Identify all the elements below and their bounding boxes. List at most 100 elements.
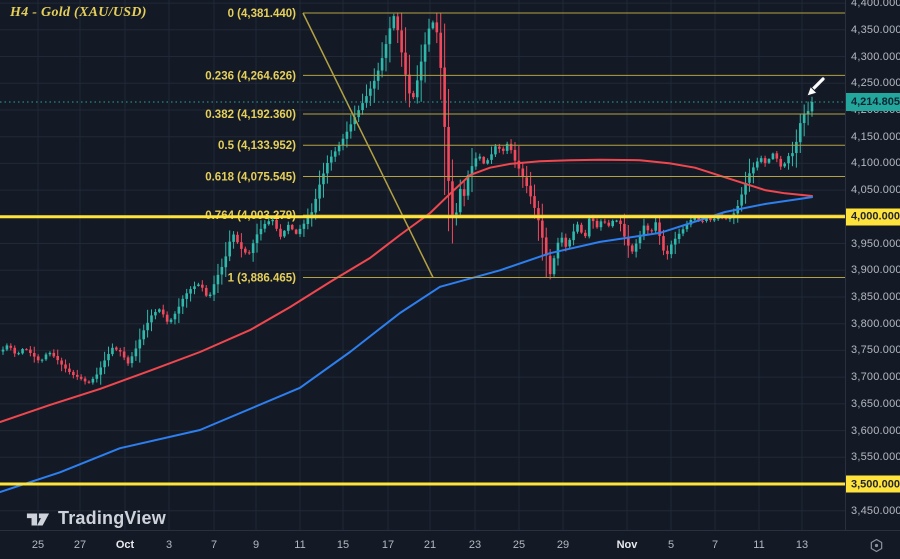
candle-body: [517, 160, 521, 169]
candle-body: [208, 294, 212, 296]
moving-averages: [0, 158, 813, 493]
fib-level-label: 0.382 (4,192.360): [205, 109, 296, 121]
candle-body: [275, 219, 278, 229]
tradingview-logo-text: TradingView: [58, 508, 166, 528]
candle-body: [763, 158, 767, 164]
candle-body: [423, 44, 427, 62]
candle-body: [9, 345, 13, 348]
candlestick-series: [1, 12, 814, 385]
candle-body: [220, 267, 224, 275]
candle-body: [146, 322, 149, 331]
time-tick-label: 17: [381, 539, 395, 551]
candle-body: [142, 330, 145, 340]
candle-body: [752, 167, 755, 174]
drawings[interactable]: [0, 12, 845, 486]
candle-body: [787, 156, 790, 164]
candle-body: [255, 234, 259, 244]
candle-body: [48, 352, 52, 355]
candle-body: [298, 228, 302, 235]
time-tick-label: 9: [252, 539, 260, 551]
price-tick-label: 4,100.000: [851, 157, 900, 170]
candle-body: [91, 378, 95, 383]
time-tick-label: Oct: [115, 539, 135, 551]
time-tick-label: 11: [753, 539, 765, 551]
candle-body: [525, 177, 528, 186]
candle-body: [498, 146, 501, 149]
time-tick-label: 7: [210, 539, 218, 551]
candle-body: [595, 220, 599, 228]
candle-body: [685, 224, 689, 230]
candle-body: [755, 161, 759, 168]
candle-body: [478, 156, 482, 159]
price-tick-label: 3,450.000: [851, 504, 900, 517]
candle-body: [130, 356, 134, 364]
candle-body: [44, 354, 48, 360]
price-tick-label: 4,400.000: [851, 0, 900, 10]
candle-body: [615, 220, 618, 222]
candle-body: [697, 216, 700, 222]
candle-body: [1, 349, 5, 352]
candle-body: [165, 314, 169, 322]
candle-body: [56, 356, 60, 361]
candle-body: [748, 173, 751, 183]
candle-body: [380, 58, 384, 71]
candle-body: [283, 230, 286, 237]
candle-body: [576, 224, 579, 232]
candle-body: [21, 349, 24, 354]
candle-body: [509, 143, 513, 151]
candle-body: [107, 354, 110, 361]
tradingview-watermark[interactable]: TradingView: [26, 508, 166, 529]
candle-body: [138, 339, 142, 349]
time-tick-label: 29: [556, 539, 570, 551]
candle-body: [197, 284, 200, 286]
candle-body: [427, 28, 431, 45]
candle-body: [486, 160, 489, 164]
candle-body: [60, 360, 63, 365]
candle-body: [361, 103, 364, 111]
candle-body: [501, 148, 505, 151]
candle-body: [627, 236, 630, 246]
candle-body: [701, 220, 704, 222]
candle-body: [337, 145, 341, 152]
time-tick-label: 25: [512, 539, 526, 551]
candle-body: [126, 357, 130, 364]
candle-body: [64, 364, 67, 369]
candle-body: [623, 223, 626, 237]
candle-body: [115, 347, 118, 350]
candle-body: [103, 360, 106, 368]
time-tick-label: Nov: [616, 539, 638, 551]
candle-body: [290, 225, 294, 230]
candle-body: [25, 349, 28, 351]
price-axis[interactable]: 3,450.000 3,550.000 3,600.000 3,650.000 3,70…: [845, 0, 900, 530]
candle-body: [810, 102, 814, 112]
candle-body: [372, 80, 376, 89]
candle-body: [529, 185, 532, 197]
candle-body: [263, 223, 267, 229]
candle-body: [462, 189, 466, 196]
candle-body: [544, 237, 548, 256]
symbol-title: H4 - Gold (XAU/USD): [10, 5, 147, 20]
candle-body: [638, 234, 642, 244]
time-axis[interactable]: 25 27 Oct 3 7 9 11 15 17 21 23 25 29 Nov 5 7 11 13: [0, 530, 900, 559]
candle-body: [771, 153, 775, 160]
candle-body: [712, 218, 716, 221]
candle-body: [447, 127, 450, 181]
candle-body: [709, 218, 712, 221]
candle-body: [400, 30, 403, 53]
candle-body: [466, 175, 470, 196]
candle-body: [169, 319, 173, 322]
candle-body: [513, 149, 517, 161]
candle-body: [302, 223, 306, 229]
candle-body: [673, 238, 677, 245]
time-tick-label: 15: [336, 539, 350, 551]
candle-body: [32, 353, 36, 357]
candle-body: [802, 114, 806, 123]
candle-body: [634, 243, 638, 252]
axis-settings-gear-icon[interactable]: [867, 536, 885, 554]
candle-body: [99, 367, 103, 375]
price-tick-label: 3,850.000: [851, 291, 900, 303]
candle-body: [5, 345, 9, 350]
candle-body: [314, 198, 317, 213]
candle-body: [134, 348, 138, 357]
